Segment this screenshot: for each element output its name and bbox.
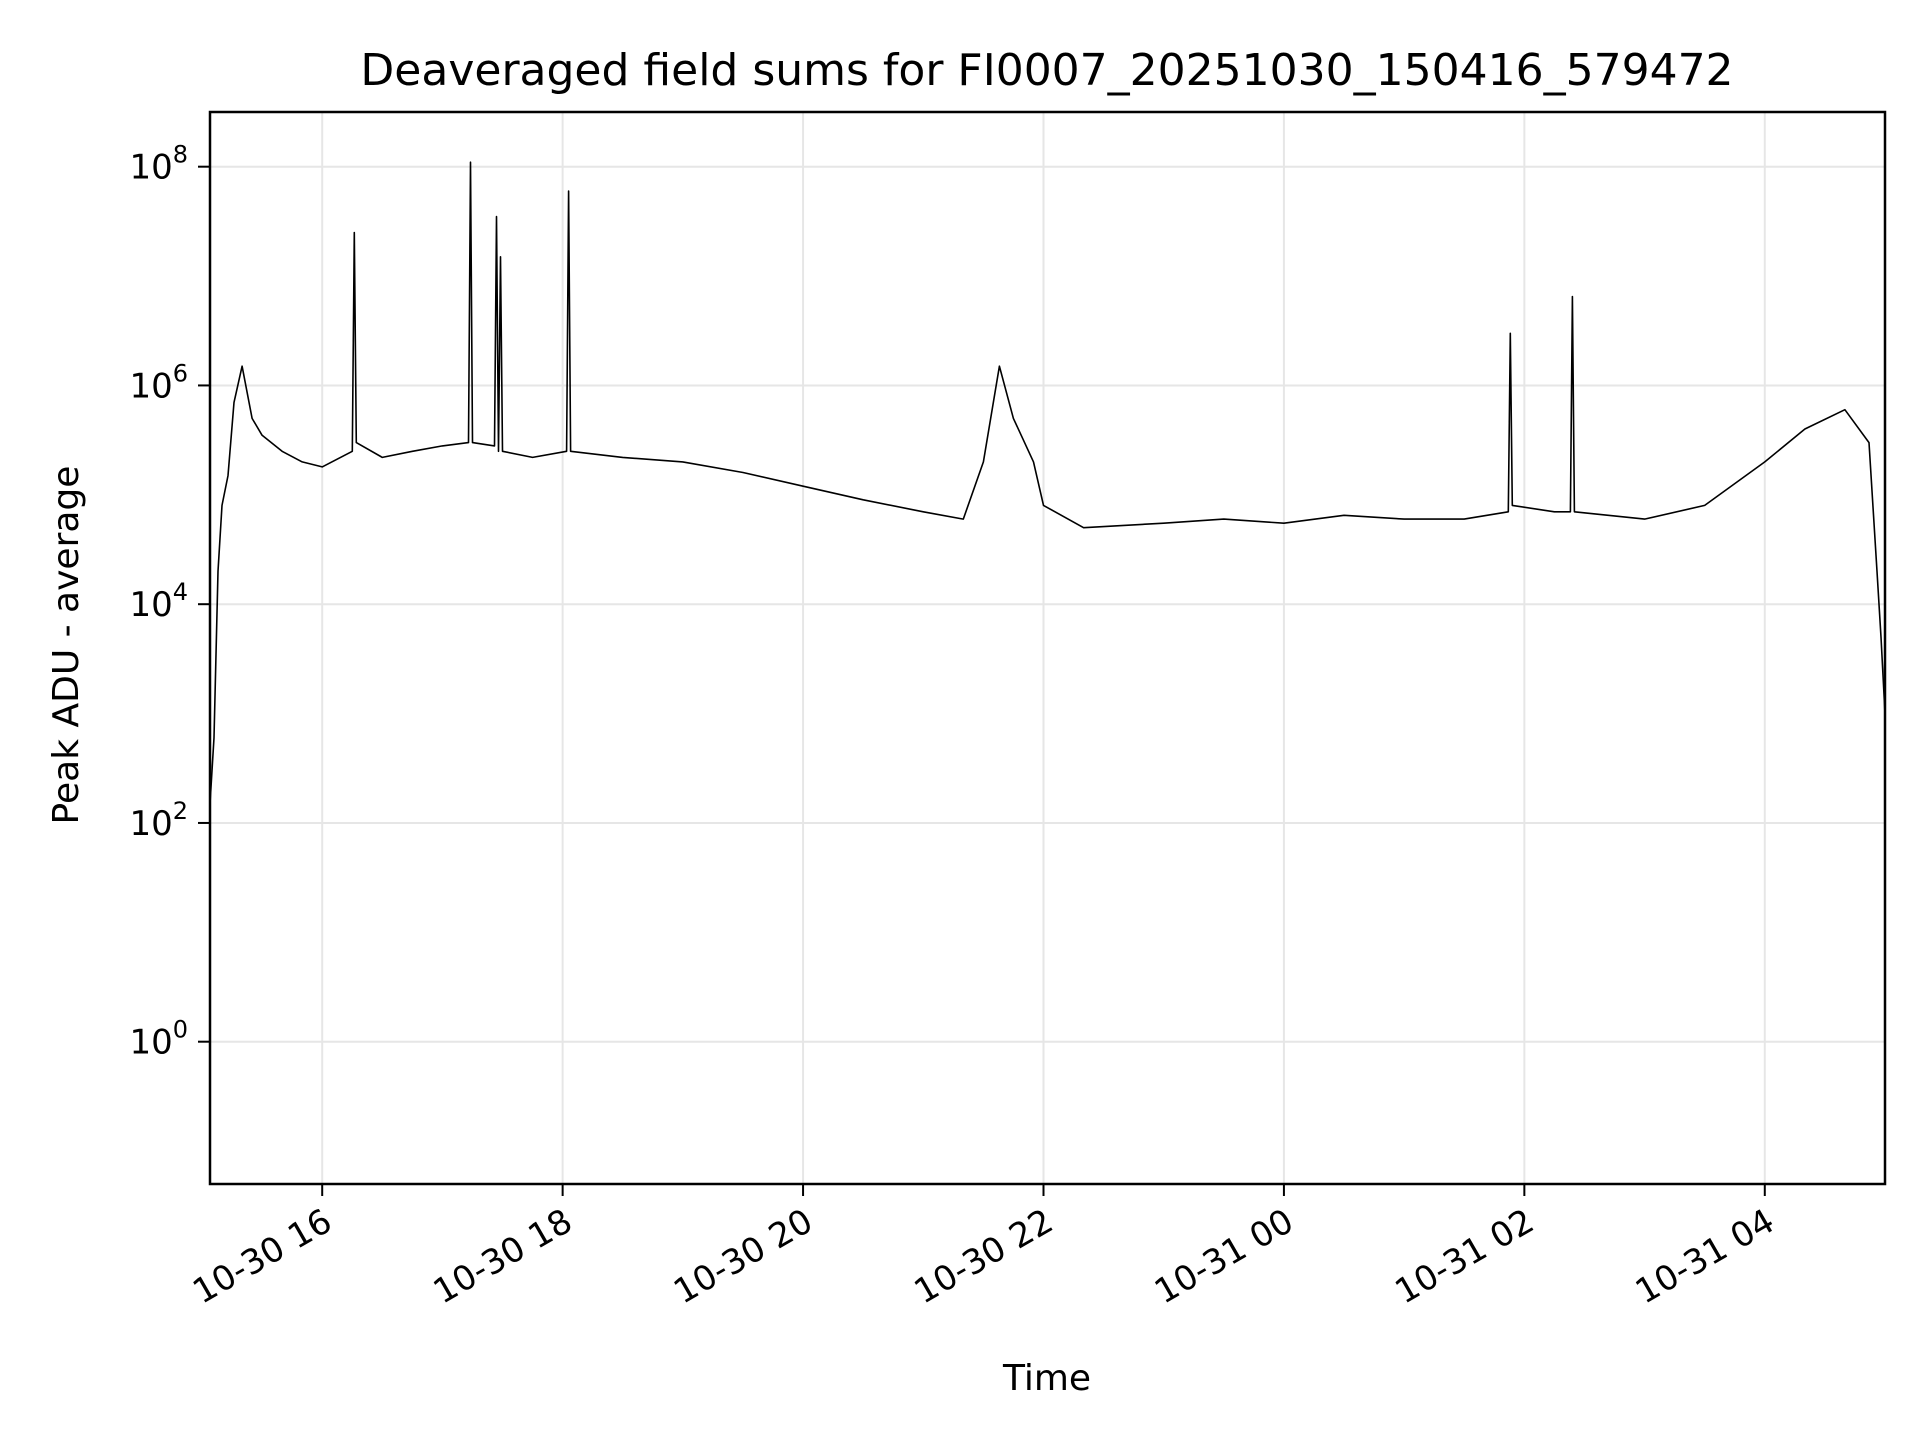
y-tick-exponent: 0 bbox=[173, 1016, 188, 1044]
series-layer bbox=[209, 161, 1886, 804]
y-tick-label: 108 bbox=[129, 141, 188, 188]
grid-layer bbox=[210, 112, 1885, 1184]
y-tick-base: 10 bbox=[129, 366, 172, 406]
y-tick-base: 10 bbox=[129, 804, 172, 844]
y-tick-label: 100 bbox=[129, 1016, 188, 1063]
y-axis-label: Peak ADU - average bbox=[46, 466, 87, 825]
x-axis-label: Time bbox=[1002, 1358, 1091, 1399]
plot-frame bbox=[208, 110, 1887, 1186]
y-tick-exponent: 2 bbox=[173, 797, 188, 825]
y-tick-base: 10 bbox=[129, 148, 172, 188]
y-tick-exponent: 8 bbox=[173, 141, 188, 169]
y-tick-base: 10 bbox=[129, 585, 172, 625]
y-tick-exponent: 6 bbox=[173, 359, 188, 387]
y-tick-label: 102 bbox=[129, 797, 188, 844]
chart-title: Deaveraged field sums for FI0007_2025103… bbox=[360, 45, 1733, 96]
series-line bbox=[209, 161, 1886, 804]
y-tick-exponent: 4 bbox=[173, 578, 188, 606]
y-tick-label: 106 bbox=[129, 359, 188, 406]
y-tick-label: 104 bbox=[129, 578, 188, 625]
y-tick-base: 10 bbox=[129, 1023, 172, 1063]
